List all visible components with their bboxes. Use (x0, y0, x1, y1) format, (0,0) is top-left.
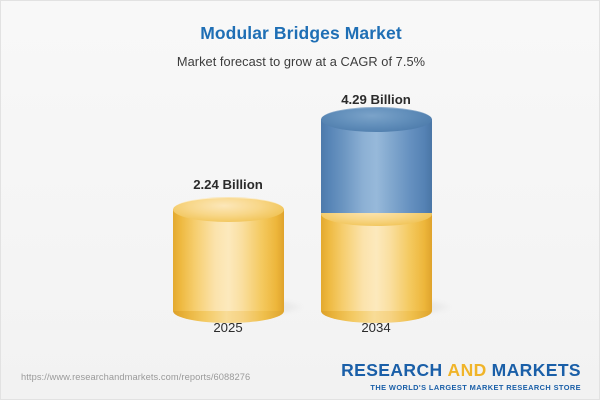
cylinder-body-2025-gold (173, 209, 284, 311)
chart-subtitle: Market forecast to grow at a CAGR of 7.5… (176, 54, 426, 69)
source-url[interactable]: https://www.researchandmarkets.com/repor… (21, 372, 251, 382)
logo-tagline: THE WORLD'S LARGEST MARKET RESEARCH STOR… (370, 382, 581, 392)
bar-value-label-2025: 2.24 Billion (193, 177, 263, 192)
cylinder-top-2034 (321, 107, 432, 132)
logo-word-markets: MARKETS (491, 360, 581, 380)
bar-value-label-2034: 4.29 Billion (341, 92, 411, 107)
bar-category-label-2034: 2034 (361, 320, 391, 335)
logo-word-and: AND (447, 360, 487, 380)
logo-word-research: RESEARCH (341, 360, 443, 380)
cylinder-top-2025 (173, 197, 284, 222)
cylinder-body-2034-blue-overlay (321, 119, 432, 213)
page-title: Modular Bridges Market (200, 23, 402, 43)
bar-category-label-2025: 2025 (213, 320, 243, 335)
logo-wordmark: RESEARCH AND MARKETS (341, 360, 581, 380)
cylinder-body-2034-gold (321, 213, 432, 311)
research-and-markets-logo[interactable]: RESEARCH AND MARKETS THE WORLD'S LARGEST M… (341, 360, 581, 392)
